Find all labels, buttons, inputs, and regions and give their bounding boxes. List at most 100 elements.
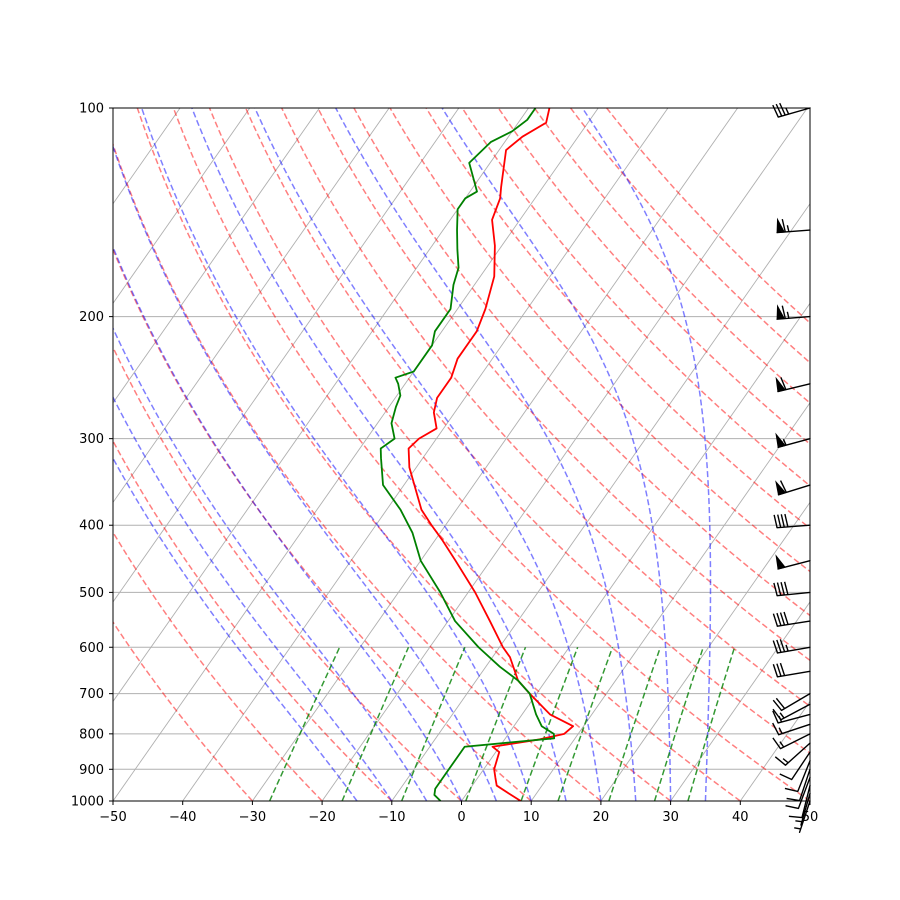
dry-adiabat-line bbox=[533, 108, 810, 405]
x-tick-label: −30 bbox=[239, 810, 266, 825]
mixing-ratio-line bbox=[608, 647, 662, 801]
dry-adiabat-line bbox=[317, 108, 810, 662]
wind-barb bbox=[772, 662, 811, 678]
wind-barb bbox=[786, 768, 811, 802]
wind-barb bbox=[776, 217, 811, 234]
wind-barb bbox=[775, 554, 811, 570]
y-tick-label: 100 bbox=[79, 102, 104, 117]
wind-barb bbox=[795, 792, 811, 826]
moist-adiabat-line bbox=[441, 108, 672, 801]
wind-barb bbox=[775, 480, 811, 496]
y-tick-label: 700 bbox=[79, 687, 104, 702]
dry-adiabat-line bbox=[389, 108, 810, 573]
dry-adiabat-line bbox=[353, 108, 810, 617]
wind-barb bbox=[772, 703, 811, 721]
dry-adiabat-line bbox=[113, 247, 532, 801]
wind-barb bbox=[773, 581, 811, 597]
isotherm-line bbox=[113, 108, 460, 603]
isotherm-line bbox=[113, 108, 390, 504]
dry-adiabat-line bbox=[172, 108, 741, 801]
mixing-ratio-lines bbox=[268, 646, 736, 801]
isotherm-line bbox=[391, 202, 810, 801]
y-tick-label: 800 bbox=[79, 727, 104, 742]
wind-barb bbox=[776, 304, 811, 320]
moist-adiabat-line bbox=[113, 144, 498, 801]
dry-adiabat-line bbox=[208, 108, 810, 801]
y-tick-label: 500 bbox=[79, 586, 104, 601]
moist-adiabats bbox=[113, 108, 712, 801]
y-tick-label: 600 bbox=[79, 641, 104, 656]
wind-barb bbox=[772, 733, 811, 750]
wind-barb bbox=[772, 102, 811, 118]
x-tick-label: −50 bbox=[99, 810, 126, 825]
mixing-ratio-line bbox=[268, 646, 341, 801]
wind-barb bbox=[774, 742, 811, 766]
isotherm-line bbox=[113, 108, 251, 305]
wind-barbs bbox=[772, 102, 811, 834]
x-tick-label: −40 bbox=[169, 810, 196, 825]
mixing-ratio-line bbox=[400, 646, 466, 801]
dry-adiabat-line bbox=[281, 108, 810, 708]
isotherm-line bbox=[113, 108, 599, 801]
dewpoint-profile bbox=[379, 108, 556, 801]
moist-adiabat-line bbox=[191, 108, 567, 801]
x-tick-label: 10 bbox=[523, 810, 540, 825]
y-tick-label: 200 bbox=[79, 310, 104, 325]
dry-adiabat-line bbox=[113, 142, 602, 801]
x-tick-label: 20 bbox=[593, 810, 610, 825]
moist-adiabat-line bbox=[140, 108, 532, 801]
isotherm-line bbox=[461, 302, 810, 801]
dry-adiabat-line bbox=[425, 108, 810, 530]
y-tick-label: 300 bbox=[79, 432, 104, 447]
isotherm-line bbox=[739, 700, 810, 801]
isotherm-line bbox=[321, 108, 808, 801]
wind-barb bbox=[775, 432, 811, 449]
wind-barb bbox=[794, 800, 811, 834]
mixing-ratio-line bbox=[557, 647, 614, 801]
mixing-ratio-line bbox=[520, 646, 579, 801]
wind-barb bbox=[784, 760, 811, 793]
x-tick-label: 40 bbox=[732, 810, 749, 825]
isotherm-line bbox=[530, 402, 810, 801]
mixing-ratio-line bbox=[653, 647, 704, 801]
grid-layer bbox=[0, 108, 810, 801]
isotherm-line bbox=[113, 108, 529, 703]
isotherm-line bbox=[670, 601, 810, 801]
isotherm-line bbox=[600, 501, 810, 801]
wind-barb bbox=[772, 639, 811, 654]
dry-adiabat-line bbox=[244, 108, 810, 754]
dry-adiabat-line bbox=[606, 108, 810, 324]
isotherm-line bbox=[252, 108, 739, 801]
moist-adiabat-line bbox=[254, 108, 602, 801]
dry-adiabat-line bbox=[113, 620, 253, 801]
isotherm-line bbox=[113, 108, 320, 404]
wind-barb bbox=[772, 692, 811, 712]
wind-barb bbox=[773, 513, 811, 529]
profiles bbox=[379, 108, 575, 801]
dry-adiabat-line bbox=[461, 108, 810, 487]
x-tick-label: 0 bbox=[457, 810, 465, 825]
wind-barb bbox=[772, 722, 811, 736]
moist-adiabat-line bbox=[113, 395, 393, 801]
wind-barb bbox=[788, 784, 811, 819]
y-tick-label: 900 bbox=[79, 763, 104, 778]
wind-barb bbox=[772, 611, 811, 627]
moist-adiabat-line bbox=[113, 326, 428, 801]
x-tick-label: −10 bbox=[378, 810, 405, 825]
y-tick-label: 400 bbox=[79, 519, 104, 534]
dry-adiabats bbox=[113, 108, 810, 801]
y-tick-label: 1000 bbox=[71, 795, 104, 810]
moist-adiabat-line bbox=[581, 108, 712, 801]
x-tick-label: −20 bbox=[308, 810, 335, 825]
isotherm-line bbox=[809, 800, 810, 801]
isotherm-line bbox=[0, 108, 41, 801]
dry-adiabat-line bbox=[569, 108, 810, 364]
wind-barb bbox=[785, 776, 811, 810]
dry-adiabat-line bbox=[113, 530, 323, 801]
dry-adiabat-line bbox=[113, 439, 393, 801]
moist-adiabat-line bbox=[335, 108, 637, 801]
wind-barb bbox=[779, 751, 811, 781]
moist-adiabat-line bbox=[113, 456, 358, 801]
mixing-ratio-line bbox=[341, 646, 410, 801]
dry-adiabat-line bbox=[113, 345, 463, 801]
